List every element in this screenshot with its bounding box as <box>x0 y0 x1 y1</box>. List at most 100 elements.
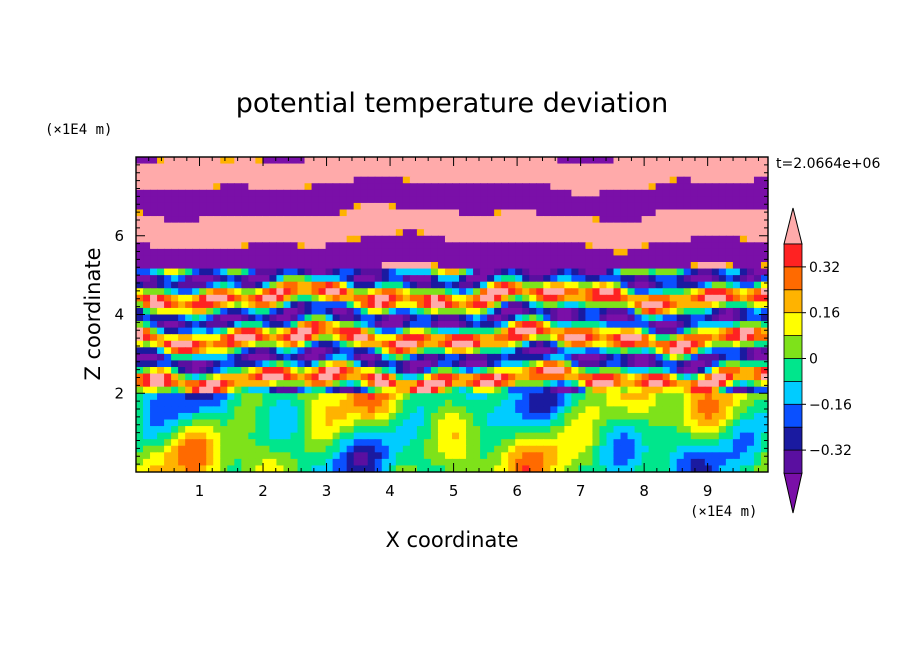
contour-cell <box>416 248 425 257</box>
contour-cell <box>402 248 411 257</box>
contour-cell <box>311 196 320 204</box>
contour-cell <box>536 235 544 243</box>
contour-cell <box>346 452 355 460</box>
contour-cell <box>571 386 579 394</box>
contour-cell <box>423 163 432 171</box>
contour-cell <box>550 321 558 329</box>
contour-cell <box>585 189 594 197</box>
contour-cell <box>164 321 172 329</box>
contour-cell <box>732 465 741 472</box>
contour-cell <box>367 399 376 407</box>
contour-cell <box>599 380 608 388</box>
contour-cell <box>255 196 263 204</box>
contour-cell <box>515 216 523 224</box>
contour-cell <box>178 419 186 427</box>
contour-cell <box>437 196 446 204</box>
contour-cell <box>395 445 404 453</box>
contour-cell <box>192 176 200 184</box>
contour-cell <box>655 294 664 302</box>
contour-cell <box>557 373 565 381</box>
contour-cell <box>374 419 383 427</box>
contour-cell <box>283 386 292 394</box>
contour-cell <box>150 380 158 388</box>
contour-cell <box>367 301 376 309</box>
contour-cell <box>255 294 263 302</box>
contour-cell <box>136 189 144 197</box>
contour-cell <box>655 268 664 276</box>
contour-cell <box>381 281 390 289</box>
contour-cell <box>508 432 516 440</box>
x-tick-label: 9 <box>703 482 713 500</box>
contour-cell <box>690 216 699 224</box>
contour-cell <box>395 288 404 296</box>
contour-cell <box>304 157 313 165</box>
contour-cell <box>332 353 341 362</box>
contour-cell <box>346 209 355 217</box>
contour-cell <box>459 419 467 427</box>
contour-cell <box>641 202 650 211</box>
contour-cell <box>725 222 734 230</box>
contour-cell <box>178 347 186 355</box>
contour-cell <box>543 439 551 447</box>
contour-cell <box>515 170 523 178</box>
contour-cell <box>374 380 383 388</box>
contour-cell <box>620 347 629 355</box>
contour-cell <box>409 334 418 342</box>
contour-cell <box>178 314 186 322</box>
contour-cell <box>711 412 720 421</box>
contour-cell <box>206 386 214 394</box>
contour-cell <box>444 170 453 178</box>
contour-cell <box>494 380 502 388</box>
contour-cell <box>697 406 706 414</box>
contour-cell <box>648 353 657 362</box>
contour-cell <box>255 176 263 184</box>
contour-cell <box>164 196 172 204</box>
contour-cell <box>452 412 460 421</box>
contour-cell <box>276 445 285 453</box>
contour-cell <box>430 452 439 460</box>
contour-cell <box>227 360 235 368</box>
contour-cell <box>178 439 186 447</box>
contour-cell <box>620 196 629 204</box>
contour-cell <box>480 452 488 460</box>
contour-cell <box>711 235 720 243</box>
contour-cell <box>760 327 768 335</box>
contour-cell <box>662 229 671 237</box>
contour-cell <box>746 347 755 355</box>
contour-cell <box>550 334 558 342</box>
contour-cell <box>276 393 285 401</box>
contour-cell <box>157 176 165 184</box>
contour-cell <box>578 235 587 243</box>
contour-cell <box>199 157 207 165</box>
contour-cell <box>578 268 587 276</box>
contour-cell <box>494 294 502 302</box>
contour-cell <box>220 458 228 467</box>
contour-cell <box>718 189 727 197</box>
contour-cell <box>423 275 432 283</box>
contour-cell <box>388 419 397 427</box>
contour-cell <box>241 327 249 335</box>
contour-cell <box>480 367 488 375</box>
contour-cell <box>339 314 348 322</box>
contour-cell <box>388 229 397 237</box>
contour-cell <box>725 189 734 197</box>
contour-cell <box>381 229 390 237</box>
contour-cell <box>255 360 263 368</box>
contour-cell <box>466 235 474 243</box>
contour-cell <box>192 209 200 217</box>
contour-cell <box>459 406 467 414</box>
contour-cell <box>676 412 685 421</box>
contour-cell <box>697 432 706 440</box>
contour-cell <box>206 229 214 237</box>
contour-cell <box>564 321 572 329</box>
contour-cell <box>178 301 186 309</box>
contour-cell <box>332 262 341 270</box>
contour-cell <box>711 222 720 230</box>
contour-cell <box>585 157 594 165</box>
contour-cell <box>353 275 362 283</box>
contour-cell <box>473 386 481 394</box>
contour-cell <box>711 373 720 381</box>
contour-cell <box>683 216 692 224</box>
contour-cell <box>508 393 516 401</box>
contour-cell <box>311 327 320 335</box>
